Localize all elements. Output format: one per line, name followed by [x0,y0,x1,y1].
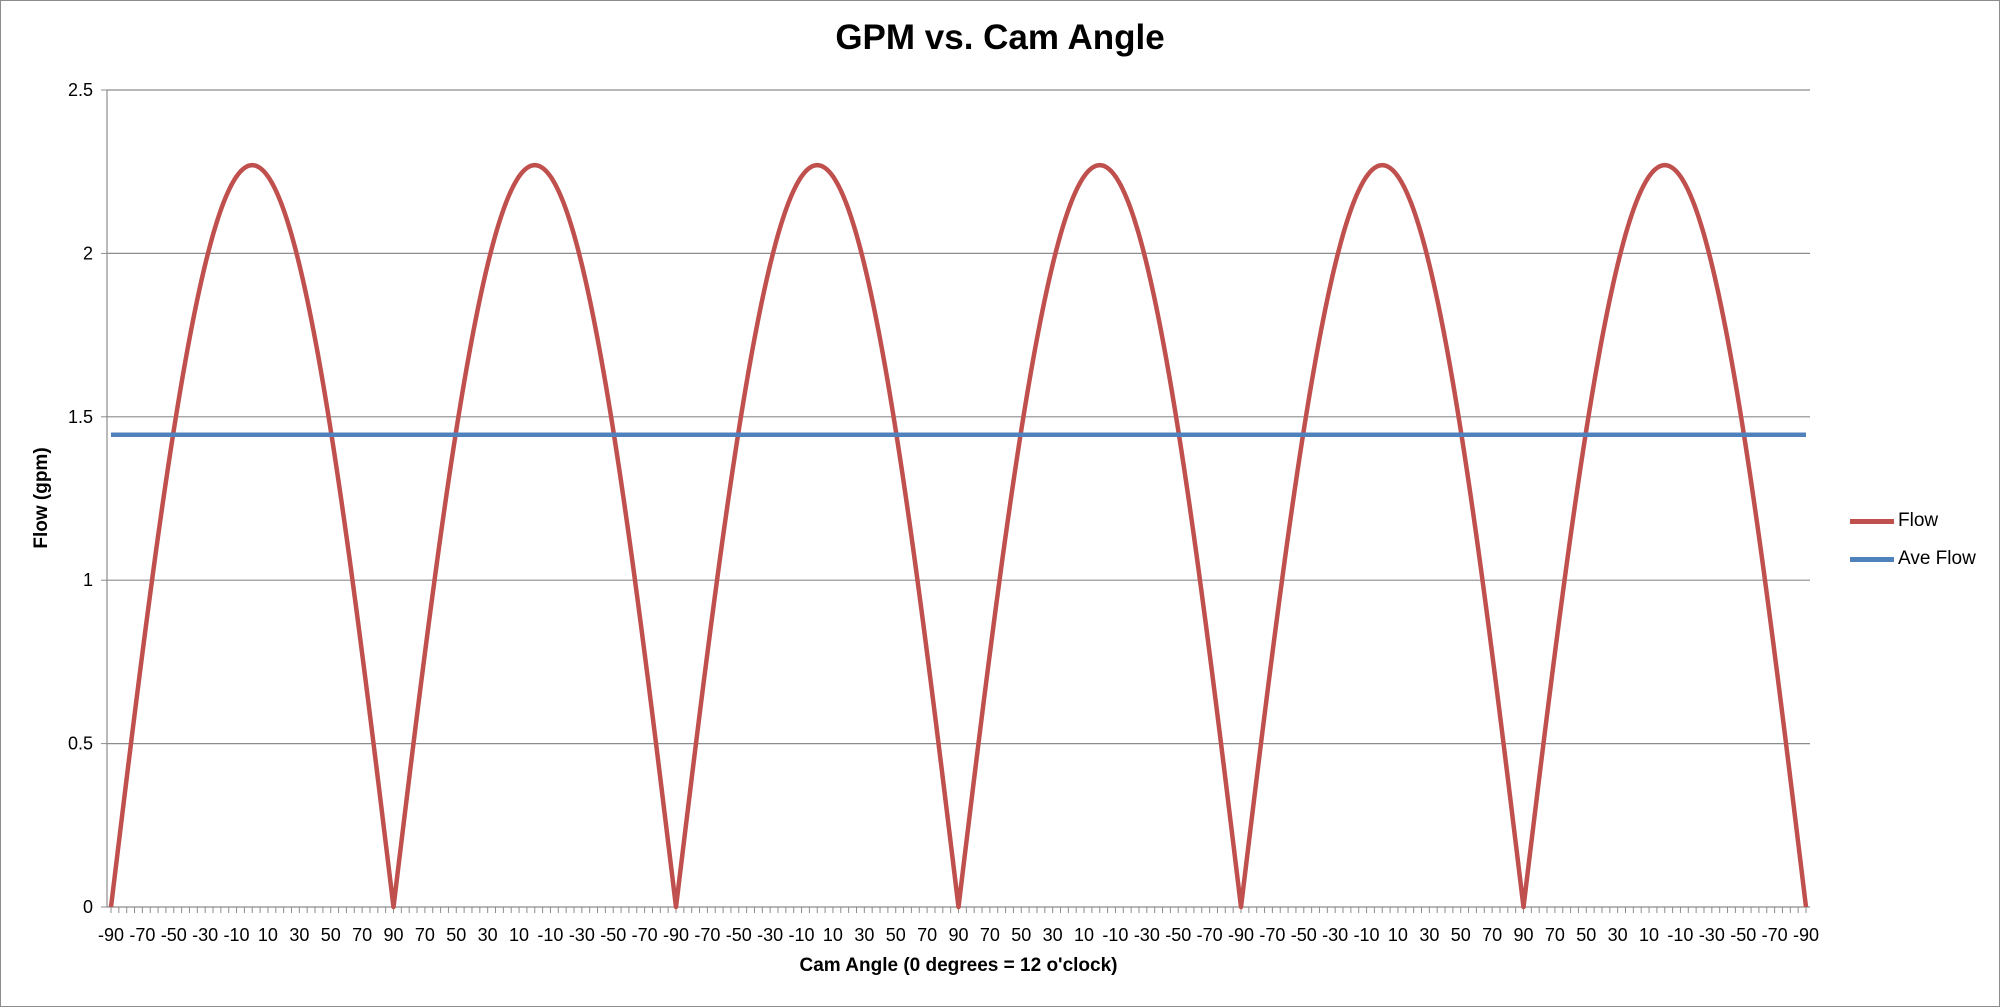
x-tick-label: 10 [258,925,278,945]
x-tick-label: 30 [1608,925,1628,945]
x-tick-labels: -90 -70 -50 -30 -10 10 30 50 70 90 70 50 30 10 -10 -30-… [98,925,1819,945]
x-tick-label: 50 [886,925,906,945]
x-tick-label: -10 [1667,925,1693,945]
x-tick-label: -10 [537,925,563,945]
legend-item-flow: Flow [1850,502,1976,540]
x-tick-label: -50 [726,925,752,945]
y-tick-labels: 0 0.5 1 1.5 2 2.5 [68,80,93,917]
x-tick-label: -90 [1793,925,1819,945]
x-tick-label: 70 [917,925,937,945]
legend: Flow Ave Flow [1850,502,1976,578]
x-tick-label: -30 [757,925,783,945]
x-tick-label: 90 [1513,925,1533,945]
legend-swatch-ave-flow [1850,556,1894,562]
x-tick-label: 50 [1011,925,1031,945]
x-tick-label: 30 [1419,925,1439,945]
x-tick-label: 90 [948,925,968,945]
x-tick-label: -70 [1762,925,1788,945]
x-tick-label: -10 [789,925,815,945]
x-tick-label: -50 [161,925,187,945]
x-tick-label: 10 [823,925,843,945]
x-tick-label: -90 [663,925,689,945]
x-tick-label: 50 [321,925,341,945]
x-tick-label: -70 [129,925,155,945]
x-tick-label: -70 [1259,925,1285,945]
x-tick-label: 30 [854,925,874,945]
x-tick-marks [110,907,1807,913]
x-tick-label: 50 [1576,925,1596,945]
x-tick-label: -10 [1102,925,1128,945]
x-tick-label: 50 [1451,925,1471,945]
legend-label-flow: Flow [1898,510,1939,531]
legend-label-ave-flow: Ave Flow [1898,548,1976,569]
x-tick-label: -10 [224,925,250,945]
x-tick-label: 10 [1388,925,1408,945]
x-tick-label: -50 [1291,925,1317,945]
x-tick-label: -30 [1699,925,1725,945]
x-tick-label: -50 [600,925,626,945]
x-tick-label: 30 [478,925,498,945]
y-tick-label: 0.5 [68,734,93,754]
gridlines [101,89,1810,908]
x-tick-label: 90 [383,925,403,945]
y-axis-label: Flow (gpm) [31,447,52,549]
x-tick-label: 30 [289,925,309,945]
x-tick-label: 10 [1074,925,1094,945]
x-tick-label: -30 [192,925,218,945]
x-tick-label: -50 [1165,925,1191,945]
y-tick-label: 2 [83,243,93,263]
y-tick-label: 1.5 [68,407,93,427]
x-tick-label: 70 [1482,925,1502,945]
x-tick-label: -70 [632,925,658,945]
x-tick-label: 50 [446,925,466,945]
x-tick-label: 10 [509,925,529,945]
x-tick-label: -70 [694,925,720,945]
x-tick-label: -30 [1322,925,1348,945]
x-tick-label: -30 [569,925,595,945]
series-lines [108,162,1809,910]
series-line-flow [108,162,1809,910]
x-tick-label: 70 [980,925,1000,945]
x-tick-label: 30 [1043,925,1063,945]
x-tick-label: -50 [1730,925,1756,945]
x-tick-label: 70 [352,925,372,945]
x-tick-label: 70 [415,925,435,945]
x-tick-label: -70 [1197,925,1223,945]
chart-title: GPM vs. Cam Angle [835,18,1165,57]
x-tick-label: -90 [1228,925,1254,945]
x-tick-label: 10 [1639,925,1659,945]
y-tick-label: 1 [83,570,93,590]
x-tick-label: -10 [1354,925,1380,945]
legend-swatch-flow [1850,518,1894,524]
y-tick-label: 0 [83,897,93,917]
legend-item-ave-flow: Ave Flow [1850,540,1976,578]
x-tick-label: -30 [1134,925,1160,945]
x-tick-label: -90 [98,925,124,945]
y-tick-label: 2.5 [68,80,93,100]
x-axis-label: Cam Angle (0 degrees = 12 o'clock) [799,955,1118,976]
x-tick-label: 70 [1545,925,1565,945]
